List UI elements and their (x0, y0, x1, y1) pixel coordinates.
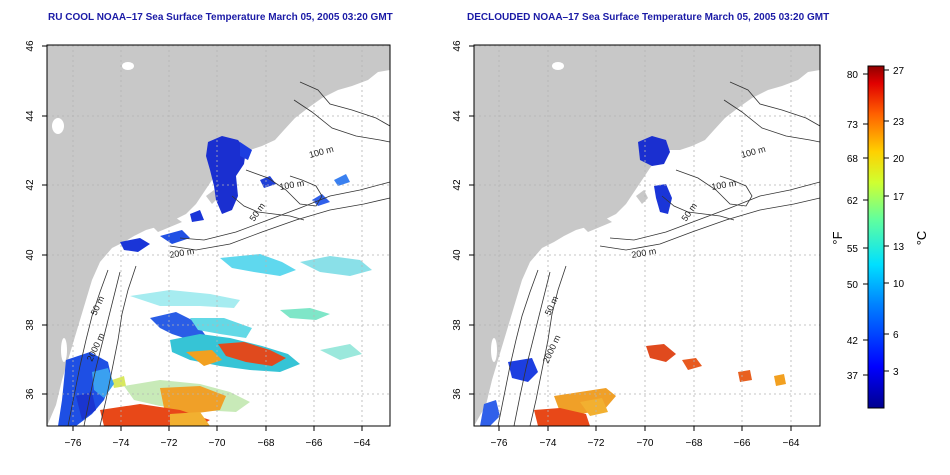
x-tick-label: −66 (734, 438, 751, 449)
contour-label-200m: 200 m (631, 246, 657, 260)
cape-cod (206, 190, 218, 204)
celsius-tick-label: 3 (893, 367, 899, 378)
y-tick-label: 44 (25, 110, 36, 122)
contour-label-100m-b: 100 m (711, 178, 737, 192)
sst-warm-patches (100, 334, 300, 426)
celsius-unit-label: °C (914, 231, 929, 246)
fahrenheit-tick-label: 73 (847, 120, 859, 131)
celsius-tick-label: 23 (893, 117, 905, 128)
map-frame (473, 44, 821, 427)
y-tick-label: 42 (25, 179, 36, 191)
celsius-tick-label: 13 (893, 242, 905, 253)
y-tick-label: 44 (452, 110, 463, 122)
y-tick-label: 40 (25, 249, 36, 261)
fahrenheit-tick-label: 62 (847, 196, 859, 207)
x-tick-label: −66 (306, 438, 323, 449)
colorbar-gradient (867, 65, 885, 409)
celsius-tick-label: 10 (893, 279, 905, 290)
fahrenheit-tick-label: 50 (847, 280, 859, 291)
sst-cold-patches (120, 136, 350, 340)
landmass (474, 45, 820, 426)
fahrenheit-tick-label: 55 (847, 244, 859, 255)
celsius-tick-label: 27 (893, 66, 905, 77)
fahrenheit-tick-label: 68 (847, 154, 859, 165)
map-frame (46, 44, 391, 427)
x-tick-label: −74 (113, 438, 130, 449)
celsius-tick-label: 20 (893, 154, 905, 165)
sst-mid-patches (112, 254, 372, 388)
landmass (47, 45, 390, 426)
sst-cold-patches (480, 136, 672, 426)
raw-sst-map: 100 m 100 m 50 m 200 m 50 m 2000 m −76 −… (25, 40, 391, 449)
fahrenheit-tick-label: 80 (847, 70, 859, 81)
nova-scotia (232, 90, 306, 150)
long-island (582, 218, 612, 232)
nova-scotia (662, 90, 736, 150)
y-tick-label: 36 (25, 388, 36, 400)
fahrenheit-tick-label: 37 (847, 371, 859, 382)
x-tick-label: −70 (637, 438, 654, 449)
contour-label-100m-b: 100 m (279, 178, 305, 192)
x-tick-label: −70 (209, 438, 226, 449)
x-tick-label: −72 (588, 438, 605, 449)
long-island (152, 218, 182, 232)
x-tick-label: −68 (686, 438, 703, 449)
bathymetry-contours (67, 81, 390, 426)
y-tick-label: 46 (452, 40, 463, 52)
y-tick-label: 42 (452, 179, 463, 191)
y-tick-label: 40 (452, 249, 463, 261)
y-tick-label: 36 (452, 388, 463, 400)
x-tick-label: −74 (540, 438, 557, 449)
x-tick-label: −76 (65, 438, 82, 449)
left-panel-title: RU COOL NOAA–17 Sea Surface Temperature … (48, 12, 393, 23)
x-tick-label: −72 (161, 438, 178, 449)
x-tick-label: −64 (783, 438, 800, 449)
grid (47, 45, 390, 426)
bathymetry-contours (497, 81, 820, 426)
fahrenheit-unit-label: °F (830, 231, 845, 244)
contour-label-200m: 200 m (169, 246, 195, 260)
x-tick-label: −64 (354, 438, 371, 449)
fahrenheit-tick-label: 42 (847, 336, 859, 347)
x-tick-label: −68 (258, 438, 275, 449)
y-tick-label: 46 (25, 40, 36, 52)
y-tick-label: 38 (25, 319, 36, 331)
temperature-colorbar: 80 73 68 62 55 50 42 37 27 23 20 17 13 1… (830, 65, 929, 409)
y-tick-label: 38 (452, 319, 463, 331)
declouded-sst-map: 100 m 100 m 50 m 200 m 50 m 2000 m −76 −… (452, 40, 821, 449)
celsius-tick-label: 6 (893, 330, 899, 341)
celsius-tick-label: 17 (893, 192, 905, 203)
right-panel-title: DECLOUDED NOAA–17 Sea Surface Temperatur… (467, 12, 830, 23)
x-tick-label: −76 (491, 438, 508, 449)
grid (474, 45, 820, 426)
